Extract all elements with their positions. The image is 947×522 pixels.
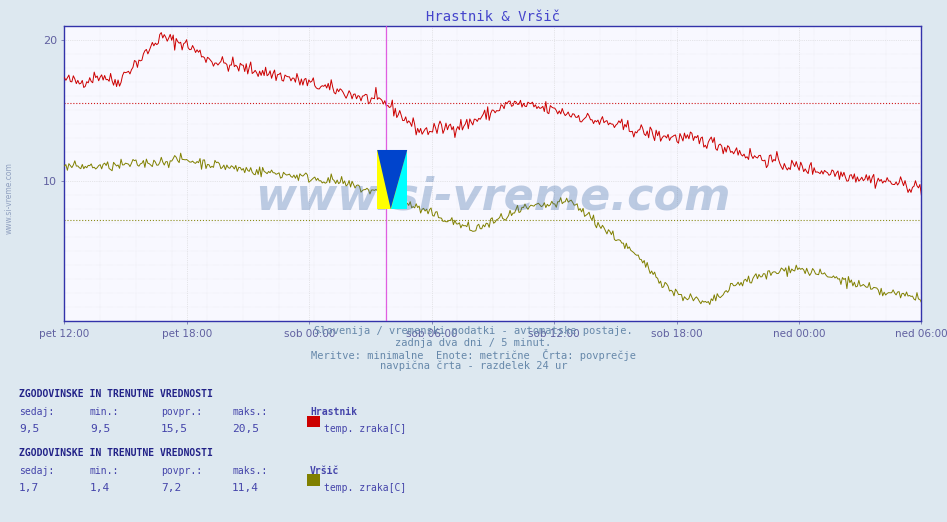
Bar bbox=[377, 150, 407, 209]
Polygon shape bbox=[377, 150, 407, 209]
Text: 1,7: 1,7 bbox=[19, 483, 39, 493]
Text: 9,5: 9,5 bbox=[90, 424, 110, 434]
Text: 15,5: 15,5 bbox=[161, 424, 188, 434]
Text: temp. zraka[C]: temp. zraka[C] bbox=[324, 483, 406, 493]
Polygon shape bbox=[391, 150, 407, 209]
Text: ZGODOVINSKE IN TRENUTNE VREDNOSTI: ZGODOVINSKE IN TRENUTNE VREDNOSTI bbox=[19, 448, 213, 458]
Text: min.:: min.: bbox=[90, 407, 119, 417]
Title: Hrastnik & Vršič: Hrastnik & Vršič bbox=[426, 9, 560, 23]
Text: sedaj:: sedaj: bbox=[19, 407, 54, 417]
Text: 7,2: 7,2 bbox=[161, 483, 181, 493]
Text: 1,4: 1,4 bbox=[90, 483, 110, 493]
Text: ZGODOVINSKE IN TRENUTNE VREDNOSTI: ZGODOVINSKE IN TRENUTNE VREDNOSTI bbox=[19, 389, 213, 399]
Text: 20,5: 20,5 bbox=[232, 424, 259, 434]
Text: temp. zraka[C]: temp. zraka[C] bbox=[324, 424, 406, 434]
Text: zadnja dva dni / 5 minut.: zadnja dva dni / 5 minut. bbox=[396, 338, 551, 348]
Text: Slovenija / vremenski podatki - avtomatske postaje.: Slovenija / vremenski podatki - avtomats… bbox=[314, 326, 633, 336]
Text: sedaj:: sedaj: bbox=[19, 466, 54, 476]
Text: povpr.:: povpr.: bbox=[161, 407, 202, 417]
Text: www.si-vreme.com: www.si-vreme.com bbox=[5, 162, 14, 234]
Text: Meritve: minimalne  Enote: metrične  Črta: povprečje: Meritve: minimalne Enote: metrične Črta:… bbox=[311, 349, 636, 361]
Text: navpična črta - razdelek 24 ur: navpična črta - razdelek 24 ur bbox=[380, 361, 567, 371]
Text: maks.:: maks.: bbox=[232, 407, 267, 417]
Text: maks.:: maks.: bbox=[232, 466, 267, 476]
Text: povpr.:: povpr.: bbox=[161, 466, 202, 476]
Text: Hrastnik: Hrastnik bbox=[310, 407, 357, 417]
Text: 11,4: 11,4 bbox=[232, 483, 259, 493]
Text: www.si-vreme.com: www.si-vreme.com bbox=[255, 176, 731, 219]
Text: 9,5: 9,5 bbox=[19, 424, 39, 434]
Text: min.:: min.: bbox=[90, 466, 119, 476]
Text: Vršič: Vršič bbox=[310, 466, 340, 476]
